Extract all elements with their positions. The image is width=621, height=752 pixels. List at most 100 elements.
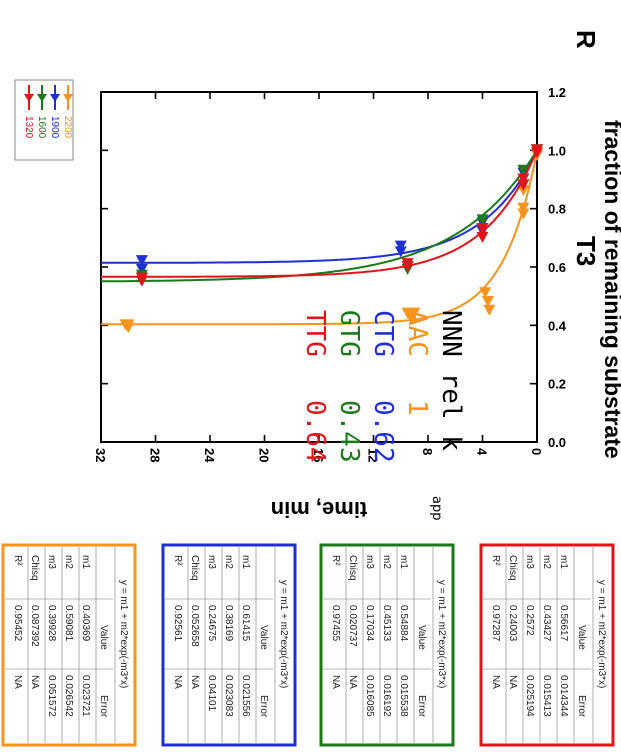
data-point-1600 <box>476 214 489 226</box>
fit-table-cell: m1 <box>398 555 409 569</box>
data-point-1320 <box>517 173 530 185</box>
annotation-codon: AAC <box>402 310 432 357</box>
fit-table-cell: 0.17034 <box>364 605 375 642</box>
fit-table-cell: 0.025194 <box>524 675 535 717</box>
time-tick-label: 0 <box>529 448 544 455</box>
data-point-2200 <box>401 307 414 319</box>
legend-marker <box>63 94 73 102</box>
legend-marker <box>37 94 47 102</box>
fit-table-cell: m1 <box>558 555 569 569</box>
fit-table-equation: y = m1 + m2*exp(-m3*x) <box>118 580 129 688</box>
annotation-subscript: app <box>429 496 444 520</box>
fit-tables: y = m1 + m2*exp(-m3*x) Value Error m1 0.4036… <box>1 543 615 747</box>
data-point-2200 <box>481 296 494 307</box>
fit-table-cell: 0.023083 <box>223 675 234 717</box>
annotation-value: 0.62 <box>368 400 398 463</box>
data-point-1900 <box>135 263 148 275</box>
annotation-value: 0.64 <box>300 400 330 463</box>
fit-table-cell: Chisq <box>29 555 40 581</box>
fit-table-cell: 0.023721 <box>80 675 91 717</box>
time-tick-label: 12 <box>366 448 381 462</box>
value-tick-label: 1.2 <box>548 85 566 100</box>
data-point-1900 <box>135 255 148 267</box>
value-tick-label: 0.0 <box>548 435 566 450</box>
value-tick-label: 0.8 <box>548 202 566 217</box>
legend-label: 2200 <box>62 116 73 139</box>
panel-label: T3 <box>571 236 601 266</box>
fit-table-cell: m2 <box>381 555 392 569</box>
fit-table-cell: 0.020737 <box>347 605 358 647</box>
fit-table-cell: 0.43427 <box>541 605 552 642</box>
y-axis-title: fraction of remaining substrate <box>600 120 621 459</box>
fit-table-cell: NA <box>330 675 341 689</box>
plot-area: 0.0 0.2 0.4 0.6 0.8 1.0 1.2 0 4 8 12 16 20 24 28 32 <box>93 85 567 463</box>
time-tick-label: 24 <box>202 448 217 463</box>
value-tick-label: 0.2 <box>548 377 566 392</box>
fit-table-border <box>1 543 137 747</box>
fit-table-cell: Chisq <box>189 555 200 581</box>
legend-marker <box>50 94 60 102</box>
fit-table-cell: 0.052658 <box>189 605 200 647</box>
data-point-1900 <box>394 246 407 258</box>
legend-label: 1900 <box>49 116 60 139</box>
fit-table-header: Value <box>98 625 109 650</box>
fit-table-cell: m1 <box>240 555 251 569</box>
fit-table-cell: m2 <box>63 555 74 569</box>
fit-table: y = m1 + m2*exp(-m3*x) Value Error m1 0.5488… <box>319 543 455 747</box>
fit-table-cell: 0.24675 <box>206 605 217 642</box>
fit-table-cell: 0.59081 <box>63 605 74 642</box>
data-point-2200 <box>517 208 530 220</box>
data-point-2200 <box>483 304 496 316</box>
fit-table-header: Error <box>98 695 109 718</box>
annotation-value: 1 <box>402 400 432 416</box>
data-point-1320 <box>135 272 148 284</box>
fit-table-cell: NA <box>507 675 518 689</box>
fit-table-header: Error <box>258 695 269 718</box>
value-tick-label: 0.6 <box>548 260 566 275</box>
fit-table-cell: 0.95452 <box>12 605 23 642</box>
fit-table-cell: 0.016085 <box>364 675 375 717</box>
fit-table-header: Error <box>576 695 587 718</box>
data-point-1320 <box>476 223 489 235</box>
fit-table-cell: m1 <box>80 555 91 569</box>
fit-table-cell: 0.39928 <box>46 605 57 642</box>
fit-table-border <box>161 543 297 747</box>
fit-table-cell: m3 <box>524 555 535 569</box>
fit-table-cell: R² <box>172 555 183 566</box>
fit-table-cell: NA <box>490 675 501 689</box>
fit-table-cell: 0.97287 <box>490 605 501 642</box>
x-axis-title: time, min <box>271 497 368 522</box>
fit-curve-1320 <box>101 149 538 278</box>
data-point-2200 <box>517 202 530 214</box>
fit-table-cell: 0.54884 <box>398 605 409 642</box>
fit-table-cell: NA <box>189 675 200 689</box>
fit-table-header: Value <box>416 625 427 650</box>
fit-table-cell: 0.015538 <box>398 675 409 717</box>
fit-table-equation: y = m1 + m2*exp(-m3*x) <box>596 580 607 688</box>
rate-annotation: NNN rel k app AAC 1 CTG 0.62 GTG 0.43 TTG 0.64 <box>300 310 466 520</box>
fit-table-cell: 0.97455 <box>330 605 341 642</box>
fit-table-header: Value <box>576 625 587 650</box>
fit-curve-1600 <box>100 149 538 283</box>
fit-table-cell: 0.56617 <box>558 605 569 642</box>
fit-table-cell: 0.45133 <box>381 605 392 642</box>
time-tick-label: 32 <box>93 448 108 462</box>
data-point-2200 <box>119 319 132 331</box>
fit-table-cell: 0.92561 <box>172 605 183 642</box>
value-tick-label: 1.0 <box>548 143 566 158</box>
fit-table-cell: 0.2572 <box>524 605 535 636</box>
fit-table-cell: 0.016192 <box>381 675 392 717</box>
fit-table: y = m1 + m2*exp(-m3*x) Value Error m1 0.5661… <box>479 543 615 747</box>
fit-table-cell: 0.087392 <box>29 605 40 647</box>
fit-table-cell: Chisq <box>347 555 358 581</box>
fit-table-cell: 0.38169 <box>223 605 234 642</box>
legend-box <box>14 79 74 161</box>
fit-table-cell: m3 <box>364 555 375 569</box>
fit-table-cell: R² <box>330 555 341 566</box>
legend-marker <box>24 94 34 102</box>
fit-table-cell: 0.014344 <box>558 675 569 717</box>
data-point-1320 <box>476 231 489 243</box>
fit-table: y = m1 + m2*exp(-m3*x) Value Error m1 0.4036… <box>1 543 137 747</box>
